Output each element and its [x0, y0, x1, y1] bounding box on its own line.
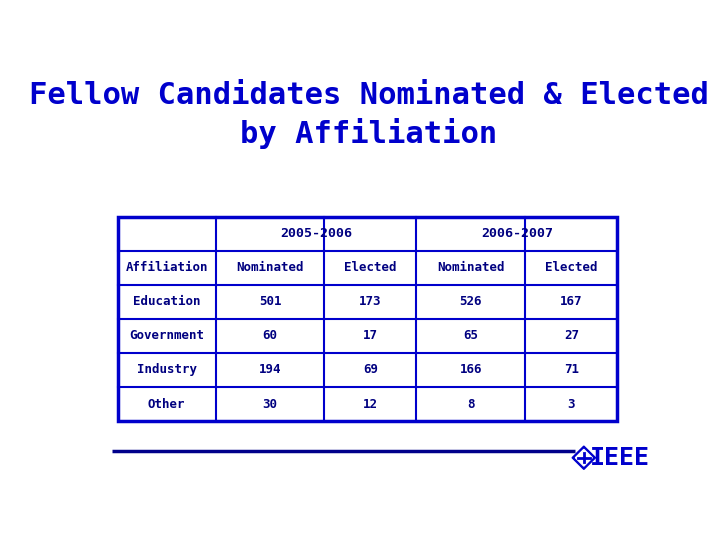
Polygon shape — [575, 449, 593, 466]
Text: 2006-2007: 2006-2007 — [481, 227, 553, 240]
Text: 8: 8 — [467, 397, 474, 410]
Text: Elected: Elected — [344, 261, 397, 274]
Text: 501: 501 — [258, 295, 282, 308]
Text: Fellow Candidates Nominated & Elected
by Affiliation: Fellow Candidates Nominated & Elected by… — [29, 82, 709, 149]
Text: Affiliation: Affiliation — [125, 261, 208, 274]
Bar — [118, 217, 617, 421]
Text: 173: 173 — [359, 295, 382, 308]
Text: Elected: Elected — [545, 261, 598, 274]
Text: 71: 71 — [564, 363, 579, 376]
Text: 2005-2006: 2005-2006 — [280, 227, 352, 240]
Text: Other: Other — [148, 397, 186, 410]
Text: 3: 3 — [567, 397, 575, 410]
Text: 69: 69 — [363, 363, 378, 376]
Text: 12: 12 — [363, 397, 378, 410]
Text: 30: 30 — [263, 397, 277, 410]
Text: IEEE: IEEE — [590, 446, 650, 470]
Text: 166: 166 — [459, 363, 482, 376]
Text: 167: 167 — [560, 295, 582, 308]
Polygon shape — [572, 446, 595, 469]
Text: 60: 60 — [263, 329, 277, 342]
Text: 17: 17 — [363, 329, 378, 342]
Text: Government: Government — [129, 329, 204, 342]
Text: Nominated: Nominated — [236, 261, 304, 274]
Text: Nominated: Nominated — [437, 261, 505, 274]
Text: Industry: Industry — [137, 363, 197, 376]
Text: 27: 27 — [564, 329, 579, 342]
Text: Education: Education — [133, 295, 200, 308]
Text: 526: 526 — [459, 295, 482, 308]
Text: 194: 194 — [258, 363, 282, 376]
Text: 65: 65 — [464, 329, 478, 342]
